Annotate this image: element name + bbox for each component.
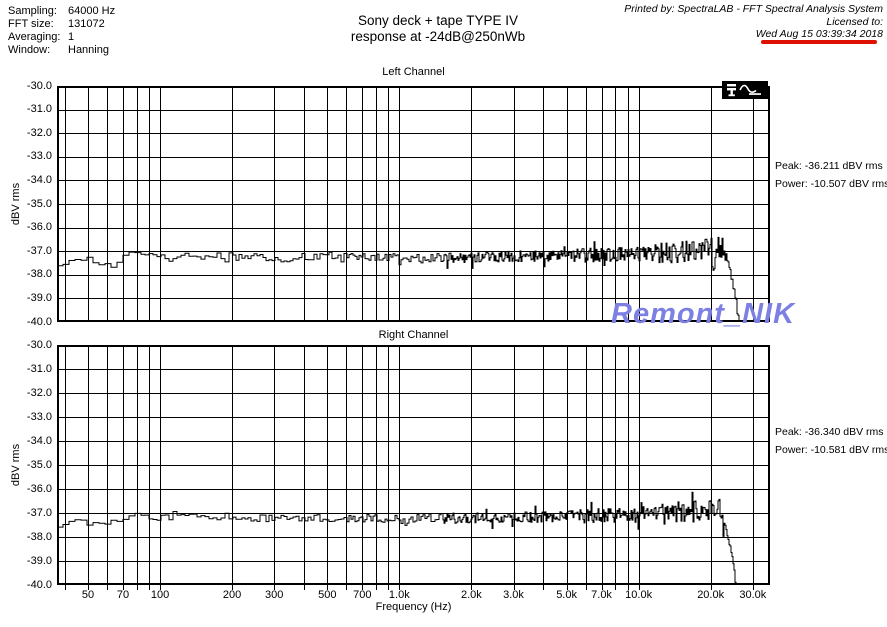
report-title-line2: response at -24dB@250nWb: [350, 29, 526, 44]
right-peak-readout: Peak: -36.340 dBV rms: [775, 426, 884, 438]
y-tick-label: -38.0: [26, 530, 52, 543]
y-tick-label: -32.0: [26, 126, 52, 139]
sampling-label: Sampling:: [8, 5, 57, 17]
y-tick-label: -40.0: [26, 315, 52, 328]
left-peak-readout: Peak: -36.211 dBV rms: [775, 160, 883, 172]
y-tick-label: -30.0: [26, 338, 52, 351]
window-label: Window:: [8, 44, 51, 56]
print-datetime: Wed Aug 15 03:39:34 2018: [755, 28, 883, 40]
x-tick-label: 1.0k: [388, 589, 410, 601]
y-tick-label: -33.0: [26, 410, 52, 423]
info-row-window: Window: Hanning: [8, 44, 115, 57]
x-tick-label: 100: [150, 589, 170, 601]
x-tick-label: 2.0k: [460, 589, 482, 601]
printed-by-text: Printed by: SpectraLAB - FFT Spectral An…: [624, 3, 883, 15]
info-row-fft-size: FFT size: 131072: [8, 18, 115, 31]
left-power-readout: Power: -10.507 dBV rms: [775, 178, 887, 190]
sampling-value: 64000 Hz: [68, 5, 116, 17]
fft-size-value: 131072: [68, 18, 105, 30]
y-tick-label: -31.0: [26, 362, 52, 375]
fft-size-label: FFT size:: [8, 18, 54, 30]
y-tick-label: -34.0: [26, 434, 52, 447]
y-tick-label: -39.0: [26, 291, 52, 304]
x-tick-label: 50: [81, 589, 95, 601]
y-tick-label: -35.0: [26, 197, 52, 210]
x-tick-label: 5.0k: [556, 589, 577, 601]
right-power-readout: Power: -10.581 dBV rms: [775, 444, 887, 456]
y-tick-label: -36.0: [26, 482, 52, 495]
xaxis-ticks: [57, 585, 770, 591]
x-tick-label: 20.0k: [697, 589, 725, 601]
y-tick-label: -37.0: [26, 244, 52, 257]
y-tick-label: -31.0: [26, 103, 52, 116]
x-tick-label: 200: [222, 589, 242, 601]
watermark-text: Remont_NIK: [611, 298, 796, 330]
x-tick-label: 300: [265, 589, 284, 601]
averaging-label: Averaging:: [8, 31, 61, 43]
x-tick-label: 500: [318, 589, 337, 601]
x-tick-label: 7.0k: [591, 589, 612, 601]
y-tick-label: -36.0: [26, 221, 52, 234]
info-row-sampling: Sampling: 64000 Hz: [8, 5, 115, 18]
y-tick-label: -39.0: [26, 554, 52, 567]
x-tick-label: 30.0k: [739, 589, 767, 601]
y-tick-label: -38.0: [26, 268, 52, 281]
report-title: Sony deck + tape TYPE IV response at -24…: [238, 13, 638, 45]
averaging-value: 1: [68, 31, 75, 43]
right-channel-plot: [57, 345, 770, 585]
window-value: Hanning: [68, 44, 109, 56]
licensed-to-text: Licensed to:: [826, 15, 883, 28]
print-info: Printed by: SpectraLAB - FFT Spectral An…: [624, 3, 883, 41]
left-channel-title: Left Channel: [382, 66, 445, 78]
x-tick-label: 10.0k: [625, 589, 653, 601]
y-tick-label: -40.0: [26, 578, 52, 591]
left-channel-plot: [57, 86, 770, 322]
right-channel-title: Right Channel: [378, 329, 449, 341]
y-tick-label: -37.0: [26, 506, 52, 519]
x-tick-label: 3.0k: [503, 589, 524, 601]
acquisition-info: Sampling: 64000 Hz FFT size: 131072 Averag…: [8, 5, 115, 57]
x-tick-label: 70: [116, 589, 130, 601]
info-row-averaging: Averaging: 1: [8, 31, 115, 44]
cursor-waveform-icon: [722, 81, 768, 99]
date-red-underline: [761, 40, 877, 44]
y-tick-label: -34.0: [26, 173, 52, 186]
report-title-line1: Sony deck + tape TYPE IV: [358, 13, 518, 28]
y-tick-label: -33.0: [26, 150, 52, 163]
y-tick-label: -35.0: [26, 458, 52, 471]
xaxis-title: Frequency (Hz): [375, 601, 452, 613]
x-tick-label: 700: [353, 589, 372, 601]
y-tick-label: -32.0: [26, 386, 52, 399]
y-tick-label: -30.0: [26, 79, 52, 92]
